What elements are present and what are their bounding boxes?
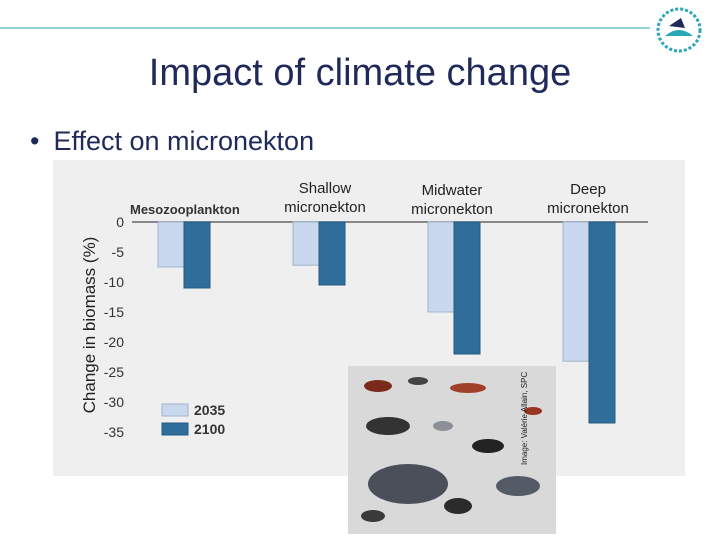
spc-logo-icon <box>656 7 702 53</box>
legend-label-2100: 2100 <box>194 421 225 437</box>
y-tick-label: -5 <box>112 244 125 260</box>
photo-credit: Image: Valérie Allain, SPC <box>520 371 529 465</box>
bar-2035-1 <box>292 221 320 266</box>
bar-2100-0 <box>183 221 211 289</box>
column-label-midwater: Midwater micronekton <box>411 182 493 218</box>
y-tick-label: -35 <box>104 424 124 440</box>
micronekton-photo <box>348 366 556 534</box>
bar-2035-3 <box>562 221 590 362</box>
bullet-text: Effect on micronekton <box>53 126 315 156</box>
column-label-shallow: Shallow micronekton <box>284 180 366 216</box>
y-tick-label: -20 <box>104 334 124 350</box>
bar-2100-2 <box>453 221 481 355</box>
bar-2100-3 <box>588 221 616 424</box>
bullet-item: • Effect on micronekton <box>30 126 314 157</box>
bar-2035-2 <box>427 221 455 313</box>
bullet-marker: • <box>30 126 40 156</box>
y-tick-label: -10 <box>104 274 124 290</box>
column-label-deep: Deep micronekton <box>547 181 629 217</box>
header-rule <box>0 27 650 29</box>
legend-swatch-2100 <box>161 422 189 436</box>
y-tick-label: -30 <box>104 394 124 410</box>
y-tick-label: -15 <box>104 304 124 320</box>
bar-2100-1 <box>318 221 346 286</box>
y-tick-label: 0 <box>116 214 124 230</box>
y-axis-label: Change in biomass (%) <box>80 237 99 414</box>
legend-swatch-2035 <box>161 403 189 417</box>
y-tick-label: -25 <box>104 364 124 380</box>
bar-2035-0 <box>157 221 185 268</box>
slide-title: Impact of climate change <box>148 52 572 94</box>
legend-label-2035: 2035 <box>194 402 225 418</box>
category-label-mesozooplankton: Mesozooplankton <box>130 202 240 217</box>
